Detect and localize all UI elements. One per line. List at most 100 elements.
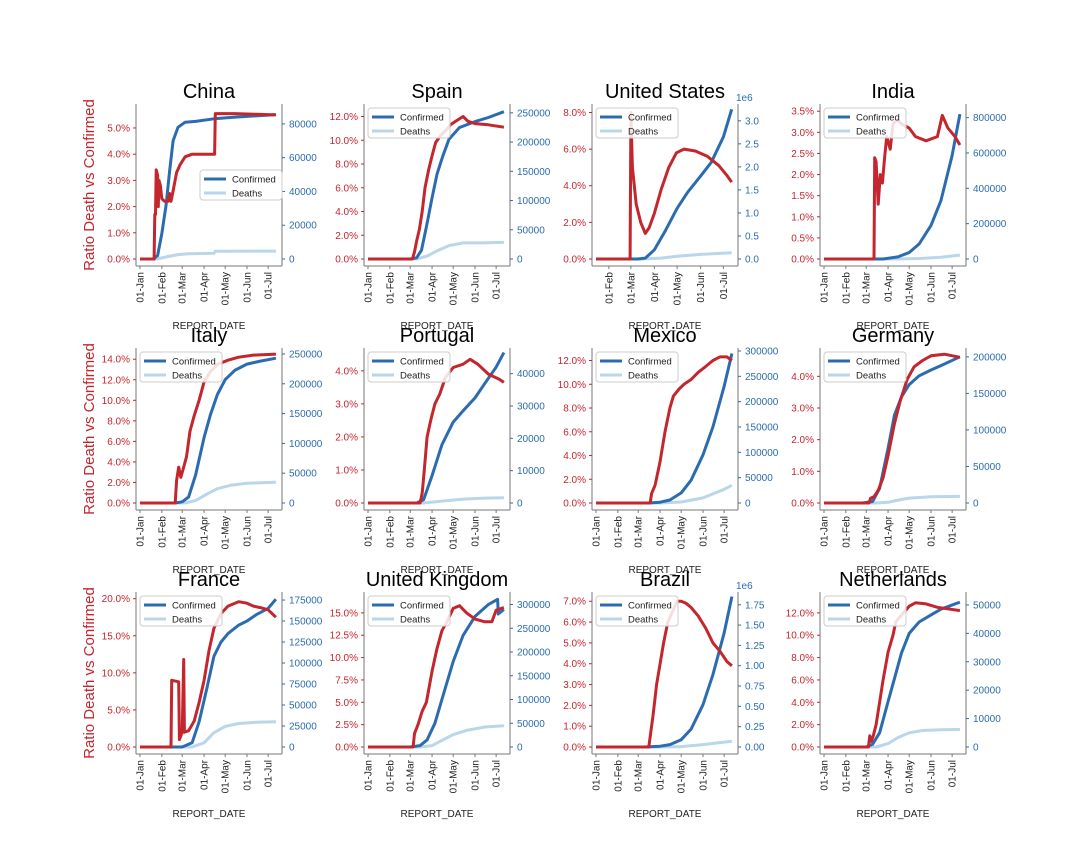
right-tick-label: 20000 [973, 686, 1001, 697]
x-tick-label: 01-Jan [364, 516, 375, 547]
subplot-china: China 0.0% 1.0% 2.0% 3.0% 4.0% 5.0% 0 20000 40000… [81, 81, 317, 332]
x-tick-label: 01-Jul [719, 272, 730, 299]
x-tick-label: 01-Apr [884, 515, 895, 546]
right-tick-label: 100000 [745, 448, 779, 459]
legend-deaths-label: Deaths [400, 615, 430, 626]
x-tick-label: 01-Apr [884, 759, 895, 790]
subplot-netherlands: Netherlands 0.0% 2.0% 4.0% 6.0% 8.0% 10.0% 12.0… [786, 569, 1002, 820]
right-tick-label: 50000 [517, 225, 545, 236]
legend: Confirmed Deaths [823, 107, 907, 139]
x-tick-label: 01-Apr [650, 271, 661, 302]
left-tick-label: 10.0% [558, 380, 586, 391]
x-tick-label: 01-Jan [592, 516, 603, 547]
left-tick-label: 0.0% [791, 743, 814, 754]
right-tick-label: 100000 [517, 196, 551, 207]
x-tick-label: 01-Mar [406, 759, 417, 791]
legend: Confirmed Deaths [139, 595, 223, 627]
legend-deaths-label: Deaths [628, 371, 658, 382]
left-tick-label: 0.0% [563, 255, 586, 266]
deaths-line [140, 249, 276, 261]
deaths-line [824, 728, 960, 749]
x-tick-label: 01-Jan [364, 760, 375, 791]
x-axis-label: REPORT_DATE [629, 565, 702, 576]
left-tick-label: 3.0% [563, 680, 586, 691]
subplot-united-states: United States 0.0% 2.0% 4.0% 6.0% 8.0% 0.0 0.5 1… [563, 81, 759, 332]
subplot-united-kingdom: United Kingdom 0.0% 2.5% 5.0% 7.5% 10.0% 12.5%… [330, 569, 551, 820]
x-tick-label: 01-Feb [385, 272, 396, 304]
right-tick-label: 1.25 [745, 641, 765, 652]
right-tick-label: 250000 [517, 624, 551, 635]
right-tick-label: 100000 [517, 695, 551, 706]
x-tick-label: 01-Jan [592, 760, 603, 791]
left-tick-label: 2.5% [791, 149, 814, 160]
right-tick-label: 150000 [289, 617, 323, 628]
subplot-mexico: Mexico 0.0% 2.0% 4.0% 6.0% 8.0% 10.0% 12.0% 0 500… [558, 325, 779, 576]
x-tick-label: 01-May [449, 272, 460, 305]
x-tick-label: 01-Jul [948, 272, 959, 299]
subplot-brazil: Brazil 0.0% 1.0% 2.0% 3.0% 4.0% 5.0% 6.0% 7.0% 0.… [563, 569, 765, 820]
x-tick-label: 01-Jan [136, 760, 147, 791]
right-tick-label: 250000 [745, 372, 779, 383]
confirmed-line [824, 113, 962, 261]
x-tick-label: 01-Jul [948, 760, 959, 787]
subplot-portugal: Portugal 0.0% 1.0% 2.0% 3.0% 4.0% 0 10000 20000 3… [335, 325, 545, 576]
x-tick-label: 01-May [677, 516, 688, 549]
right-tick-label: 2.0 [745, 162, 759, 173]
left-tick-label: 2.0% [563, 218, 586, 229]
right-tick-label: 300000 [517, 600, 551, 611]
x-tick-label: 01-Jan [136, 516, 147, 547]
right-tick-label: 60000 [289, 153, 317, 164]
legend: Confirmed Deaths [199, 169, 283, 201]
left-tick-label: 2.0% [335, 231, 358, 242]
right-tick-label: 30000 [517, 401, 545, 412]
subplot-france: France 0.0% 5.0% 10.0% 15.0% 20.0% 0 25000 50000… [81, 569, 323, 820]
right-tick-label: 1.0 [745, 208, 759, 219]
x-tick-label: 01-Mar [862, 271, 873, 303]
legend-confirmed-label: Confirmed [232, 175, 276, 186]
left-tick-label: 1.0% [563, 722, 586, 733]
legend-deaths-label: Deaths [856, 615, 886, 626]
left-tick-label: 2.5% [335, 720, 358, 731]
x-tick-label: 01-Jul [492, 516, 503, 543]
x-axis-label: REPORT_DATE [857, 809, 930, 820]
ratio-line [824, 352, 961, 505]
subplot-title: Spain [411, 81, 462, 103]
x-axis-label: REPORT_DATE [173, 565, 246, 576]
left-tick-label: 3.0% [791, 128, 814, 139]
x-tick-label: 01-May [905, 272, 916, 305]
right-tick-label: 0 [289, 499, 295, 510]
legend: Confirmed Deaths [367, 107, 451, 139]
right-tick-label: 200000 [973, 219, 1007, 230]
subplot-title: Portugal [400, 325, 475, 347]
right-tick-label: 0 [973, 743, 979, 754]
subplot-title: Mexico [633, 325, 696, 347]
left-tick-label: 0.0% [107, 743, 130, 754]
x-tick-label: 01-Apr [428, 759, 439, 790]
right-tick-label: 150000 [973, 389, 1007, 400]
left-tick-label: 12.0% [786, 608, 814, 619]
x-axis-label: REPORT_DATE [857, 321, 930, 332]
legend-deaths-label: Deaths [400, 371, 430, 382]
subplot-title: United Kingdom [366, 569, 508, 591]
left-tick-label: 3.0% [107, 176, 130, 187]
x-tick-label: 01-Jun [471, 760, 482, 791]
legend: Confirmed Deaths [823, 595, 907, 627]
x-tick-label: 01-Jul [492, 760, 503, 787]
right-tick-label: 0 [517, 743, 523, 754]
right-tick-label: 0.5 [745, 231, 759, 242]
legend-deaths-label: Deaths [856, 371, 886, 382]
right-tick-label: 1.00 [745, 661, 765, 672]
x-tick-label: 01-Apr [200, 759, 211, 790]
x-tick-label: 01-May [221, 272, 232, 305]
left-tick-label: 0.0% [563, 499, 586, 510]
legend: Confirmed Deaths [595, 107, 679, 139]
left-tick-label: 1.0% [335, 465, 358, 476]
right-tick-label: 75000 [289, 680, 317, 691]
right-tick-label: 50000 [517, 719, 545, 730]
right-tick-label: 10000 [517, 466, 545, 477]
left-tick-label: 8.0% [335, 160, 358, 171]
confirmed-line [140, 598, 278, 749]
confirmed-line [596, 108, 734, 261]
x-tick-label: 01-Jul [264, 760, 275, 787]
subplot-india: India 0.0% 0.5% 1.0% 1.5% 2.0% 2.5% 3.0% 3.5% 0 20… [791, 81, 1007, 332]
